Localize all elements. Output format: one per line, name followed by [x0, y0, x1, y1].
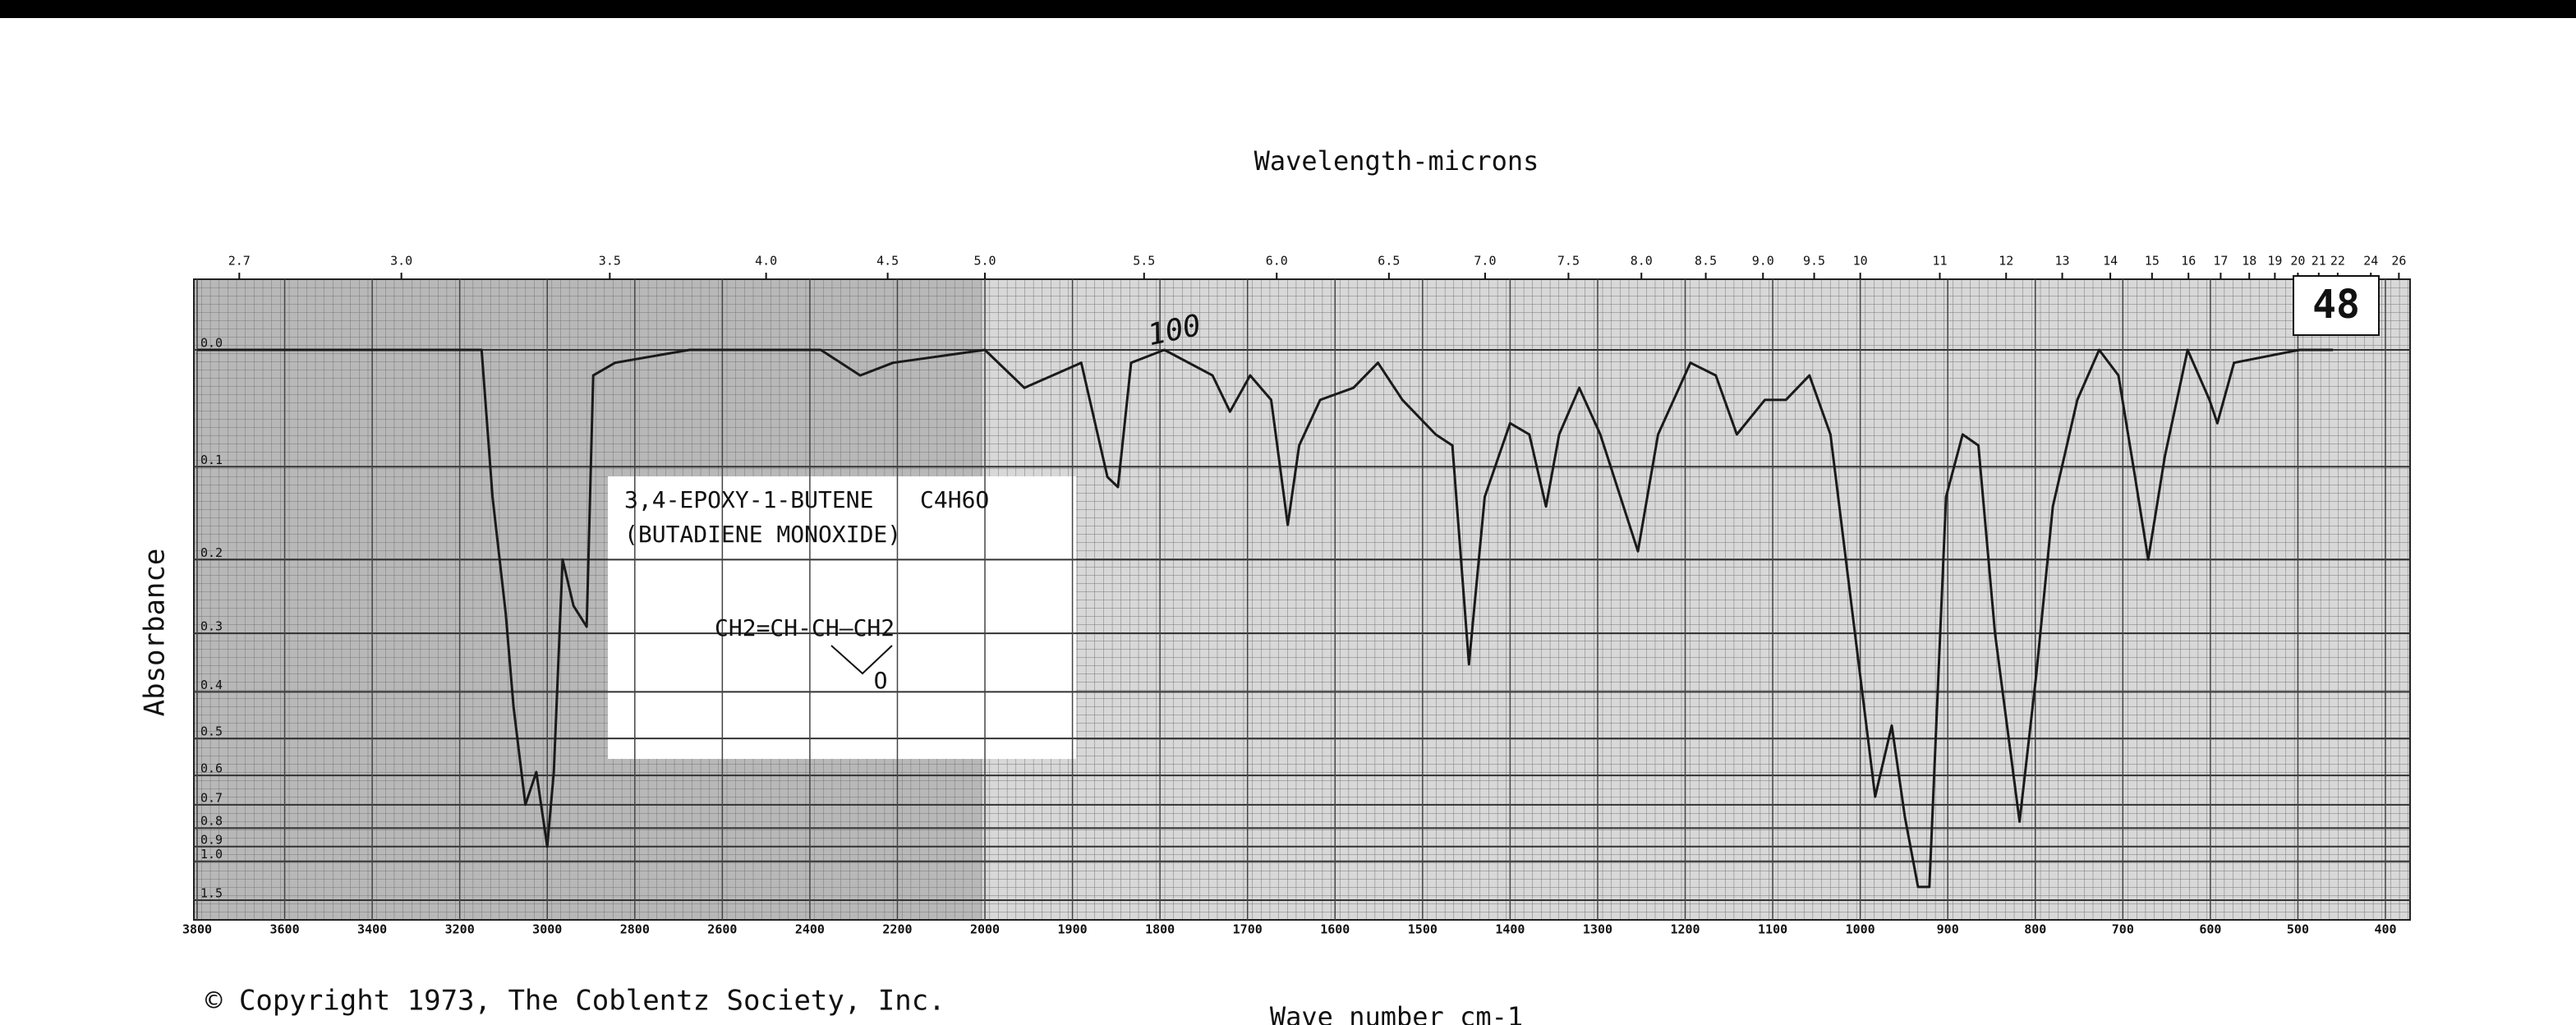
compound-formula: C4H6O [920, 486, 989, 513]
x-tick-label: 1600 [1320, 922, 1350, 937]
compound-structure: CH2=CH-CH—CH2 [715, 614, 895, 641]
x2-tick-label: 12 [1999, 254, 2013, 269]
page-number: 48 [2312, 282, 2360, 328]
x2-tick-label: 9.0 [1752, 254, 1774, 269]
x-axis-label: Wave number cm-1 [1270, 1001, 1523, 1025]
x2-tick-label: 15 [2145, 254, 2160, 269]
x2-tick-label: 9.5 [1803, 254, 1825, 269]
x2-tick-label: 10 [1853, 254, 1868, 269]
x2-tick-label: 16 [2181, 254, 2196, 269]
x2-tick-label: 18 [2242, 254, 2256, 269]
x2-tick-label: 19 [2267, 254, 2282, 269]
x-tick-label: 1900 [1058, 922, 1088, 937]
x2-tick-label: 20 [2290, 254, 2305, 269]
x2-tick-label: 22 [2330, 254, 2345, 269]
y-tick-label: 0.6 [200, 761, 223, 776]
x-tick-label: 1400 [1495, 922, 1525, 937]
x-tick-label: 1500 [1408, 922, 1438, 937]
epoxide-ring [830, 645, 893, 675]
x-tick-label: 1800 [1145, 922, 1175, 937]
x2-tick-label: 2.7 [228, 254, 251, 269]
x2-tick-label: 3.0 [390, 254, 412, 269]
x2-tick-label: 26 [2391, 254, 2406, 269]
x-tick-label: 900 [1937, 922, 1959, 937]
x-tick-label: 1200 [1670, 922, 1700, 937]
x-tick-label: 1700 [1233, 922, 1263, 937]
compound-synonym: (BUTADIENE MONOXIDE) [624, 521, 901, 548]
x2-tick-label: 8.0 [1631, 254, 1653, 269]
spectrum-line [197, 348, 2334, 889]
compound-name: 3,4-EPOXY-1-BUTENE [624, 486, 873, 513]
x2-tick-label: 7.0 [1474, 254, 1496, 269]
x2-tick-label: 5.5 [1133, 254, 1155, 269]
x-tick-label: 2200 [882, 922, 912, 937]
x-tick-label: 2600 [707, 922, 737, 937]
x-tick-label: 3000 [532, 922, 562, 937]
x2-tick-label: 14 [2103, 254, 2118, 269]
x-tick-label: 700 [2112, 922, 2134, 937]
x2-tick-label: 13 [2055, 254, 2070, 269]
y-tick-label: 1.5 [200, 886, 223, 901]
x-tick-label: 1100 [1758, 922, 1787, 937]
x2-tick-label: 7.5 [1557, 254, 1580, 269]
x-tick-label: 500 [2287, 922, 2309, 937]
compound-oxygen: O [874, 667, 888, 694]
x-tick-label: 3200 [445, 922, 475, 937]
x-tick-label: 3800 [182, 922, 212, 937]
x2-tick-label: 6.0 [1266, 254, 1288, 269]
x-tick-label: 800 [2024, 922, 2046, 937]
y-tick-label: 0.2 [200, 545, 223, 560]
y-tick-label: 1.0 [200, 847, 223, 862]
plot-frame [193, 278, 2411, 921]
x-tick-label: 600 [2199, 922, 2221, 937]
x-tick-label: 2800 [620, 922, 650, 937]
x-tick-label: 3400 [357, 922, 387, 937]
y-tick-label: 0.3 [200, 619, 223, 634]
top-bar [0, 0, 2576, 18]
x2-tick-label: 11 [1932, 254, 1947, 269]
x-tick-label: 400 [2374, 922, 2396, 937]
copyright: © Copyright 1973, The Coblentz Society, … [205, 985, 945, 1018]
page-number-box [2293, 275, 2380, 336]
x2-tick-label: 4.5 [876, 254, 899, 269]
y-tick-label: 0.1 [200, 453, 223, 467]
x-tick-label: 3600 [269, 922, 299, 937]
x-tick-label: 2000 [970, 922, 1000, 937]
info-box [608, 476, 1076, 759]
x2-tick-label: 24 [2363, 254, 2378, 269]
x-tick-label: 2400 [795, 922, 825, 937]
x2-tick-label: 4.0 [755, 254, 777, 269]
x2-tick-label: 8.5 [1695, 254, 1717, 269]
y-tick-label: 0.7 [200, 790, 223, 805]
x2-axis-label: Wavelength-microns [1254, 145, 1539, 177]
y-axis-label: Absorbance [139, 549, 172, 717]
x2-tick-label: 5.0 [973, 254, 996, 269]
x2-tick-label: 3.5 [599, 254, 621, 269]
x2-tick-label: 6.5 [1378, 254, 1400, 269]
y-tick-label: 0.5 [200, 724, 223, 739]
x-tick-label: 1000 [1846, 922, 1875, 937]
axes: 0.0 0.1 0.2 0.3 0.4 0.5 0.6 0.7 0.8 0.91.0 1.5 3800… [182, 254, 2410, 937]
x-tick-label: 1300 [1583, 922, 1612, 937]
y-tick-label: 0.9 [200, 832, 223, 847]
x2-tick-label: 17 [2213, 254, 2228, 269]
y-tick-label: 0.0 [200, 336, 223, 351]
y-tick-label: 0.8 [200, 814, 223, 829]
x2-tick-label: 21 [2312, 254, 2326, 269]
y-tick-label: 0.4 [200, 678, 223, 692]
